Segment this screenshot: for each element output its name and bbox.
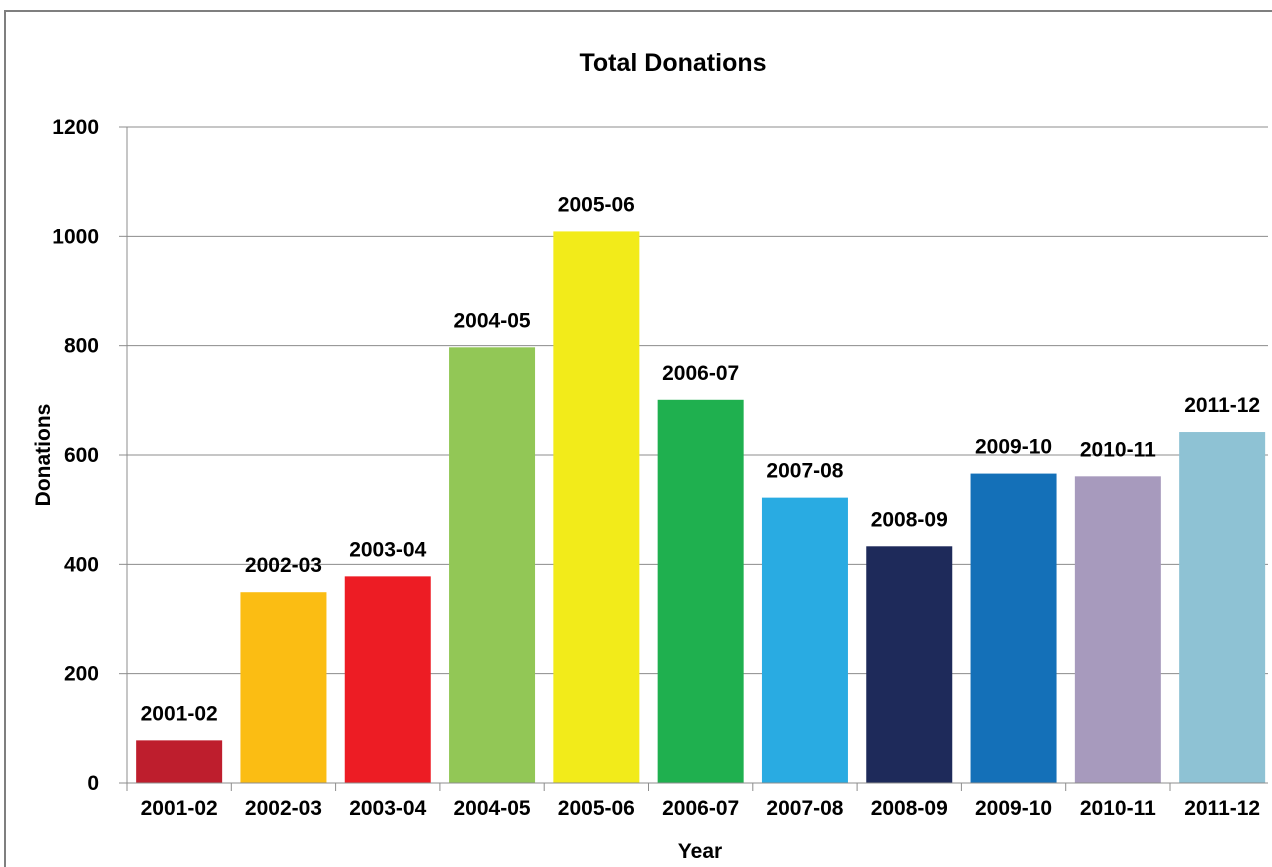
x-tick-label: 2011-12 bbox=[1184, 797, 1260, 820]
data-label: 2010-11 bbox=[1080, 438, 1156, 461]
bar-2001-02 bbox=[136, 740, 223, 783]
bar-2007-08 bbox=[761, 497, 848, 783]
x-tick-label: 2009-10 bbox=[975, 797, 1052, 820]
bar-2004-05 bbox=[449, 347, 536, 783]
x-tick-label: 2005-06 bbox=[558, 797, 635, 820]
data-label: 2009-10 bbox=[975, 436, 1052, 459]
y-tick-label: 200 bbox=[64, 663, 99, 686]
x-tick-label: 2010-11 bbox=[1080, 797, 1156, 820]
y-tick-label: 600 bbox=[64, 444, 99, 467]
axes bbox=[126, 127, 1268, 784]
data-label: 2011-12 bbox=[1184, 394, 1260, 417]
bar-2008-09 bbox=[866, 546, 953, 783]
bars bbox=[136, 231, 1266, 783]
chart-title: Total Donations bbox=[579, 49, 766, 77]
x-tick-label: 2007-08 bbox=[766, 797, 843, 820]
data-label: 2007-08 bbox=[766, 460, 843, 483]
y-tick-label: 1200 bbox=[52, 116, 99, 139]
bar-2010-11 bbox=[1074, 476, 1161, 783]
data-label: 2004-05 bbox=[454, 309, 531, 332]
x-tick-label: 2001-02 bbox=[141, 797, 218, 820]
bar-2011-12 bbox=[1179, 432, 1266, 783]
x-axis-ticks: 2001-02 2002-03 2003-04 2004-05 2005-06 2006-… bbox=[126, 783, 1260, 820]
y-tick-label: 1000 bbox=[52, 225, 99, 248]
y-tick-label: 800 bbox=[64, 335, 99, 358]
bar-2005-06 bbox=[553, 231, 640, 783]
data-label: 2005-06 bbox=[558, 193, 635, 216]
x-tick-label: 2003-04 bbox=[349, 797, 426, 820]
x-tick-label: 2002-03 bbox=[245, 797, 322, 820]
data-label: 2003-04 bbox=[349, 538, 426, 561]
bar-2006-07 bbox=[657, 399, 744, 783]
x-axis-label: Year bbox=[678, 840, 722, 863]
data-label: 2002-03 bbox=[245, 554, 322, 577]
y-axis-label: Donations bbox=[32, 404, 55, 507]
x-tick-label: 2008-09 bbox=[871, 797, 948, 820]
y-axis-ticks: 0 200 400 600 800 1000 1200 bbox=[52, 116, 127, 795]
y-tick-label: 400 bbox=[64, 553, 99, 576]
x-tick-label: 2004-05 bbox=[454, 797, 531, 820]
data-labels: 2001-02 2002-03 2003-04 2004-05 2005-06 2006-… bbox=[141, 193, 1261, 725]
data-label: 2008-09 bbox=[871, 508, 948, 531]
bar-2002-03 bbox=[240, 592, 327, 783]
x-tick-label: 2006-07 bbox=[662, 797, 739, 820]
bar-2009-10 bbox=[970, 473, 1057, 783]
data-label: 2001-02 bbox=[141, 702, 218, 725]
y-tick-label: 0 bbox=[87, 772, 99, 795]
data-label: 2006-07 bbox=[662, 362, 739, 385]
bar-2003-04 bbox=[344, 576, 431, 783]
